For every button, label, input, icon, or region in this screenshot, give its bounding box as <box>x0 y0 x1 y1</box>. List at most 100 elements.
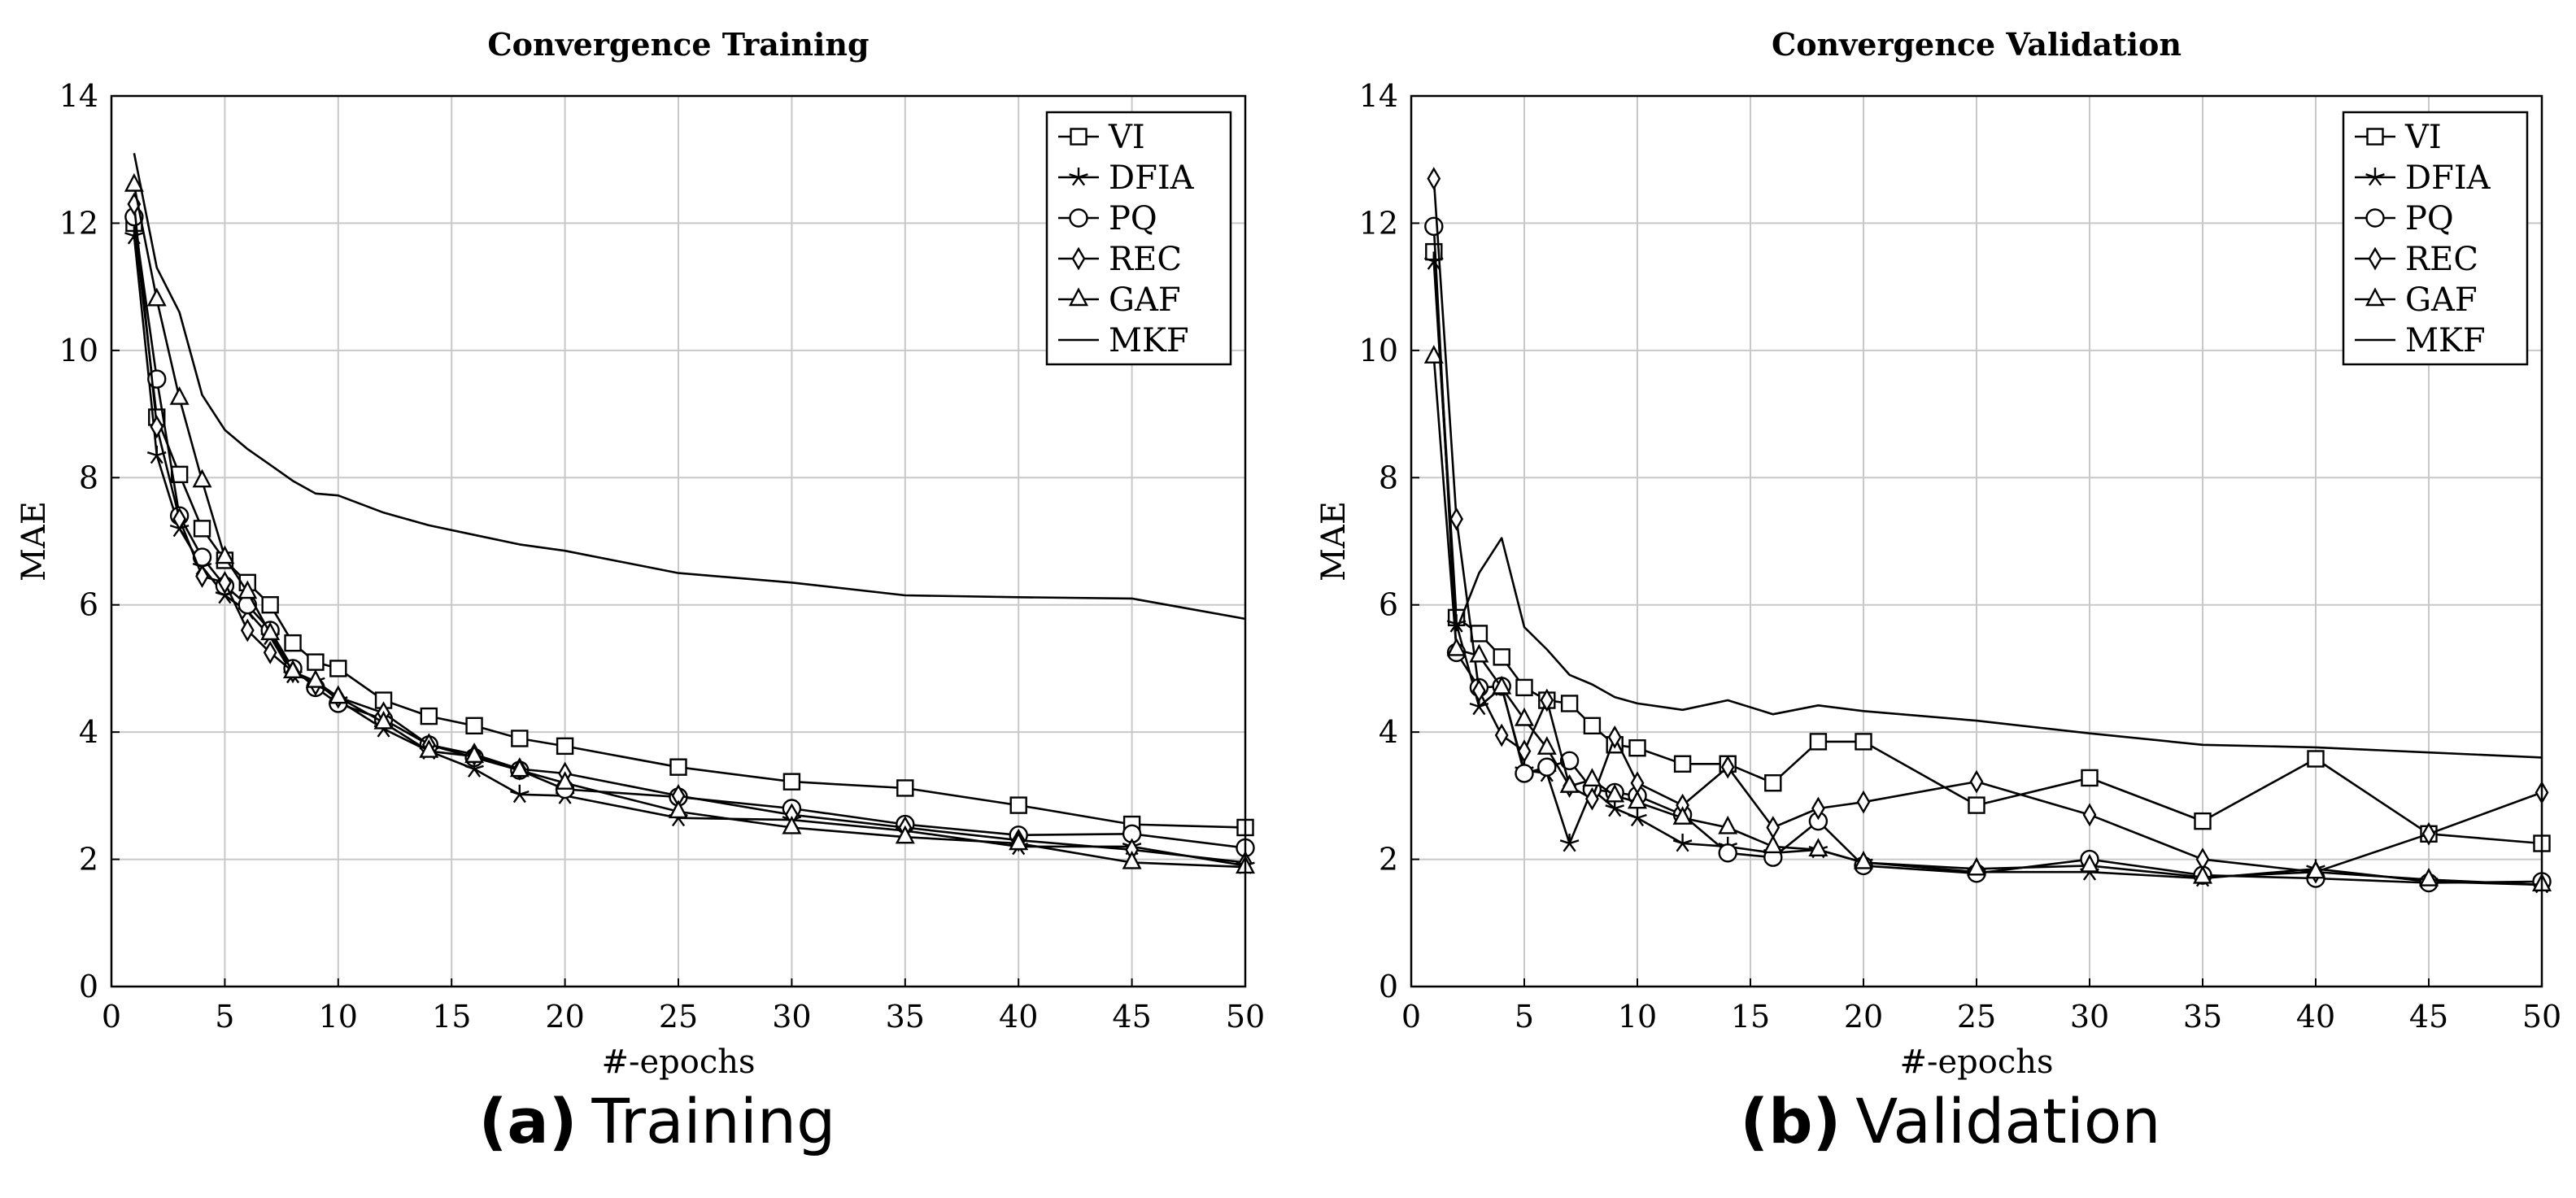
data-point-gaf <box>1582 768 1602 787</box>
data-point-gaf <box>192 468 212 488</box>
legend-label: PQ <box>1109 200 1157 237</box>
y-tick-label: 8 <box>79 460 98 495</box>
series-vi <box>125 214 1254 837</box>
chart-title: Convergence Training <box>487 26 869 63</box>
x-tick-label: 15 <box>1731 999 1770 1035</box>
data-point-dfia <box>1672 834 1693 852</box>
data-point-rec <box>195 564 209 588</box>
data-point-vi <box>1968 796 1985 814</box>
series-line-mkf <box>133 153 1246 621</box>
data-point-vi <box>669 758 687 776</box>
x-tick-label: 10 <box>1618 999 1657 1035</box>
data-point-gaf <box>555 771 575 790</box>
data-point-rec <box>1585 786 1599 811</box>
data-point-dfia <box>1605 799 1624 817</box>
data-point-rec <box>263 640 277 664</box>
chart-title: Convergence Validation <box>1772 26 2182 63</box>
data-point-vi <box>307 653 325 671</box>
y-tick-label: 4 <box>1379 714 1398 750</box>
legend-entry-dfia: DFIA <box>2355 159 2491 197</box>
caption-a: (a) Training <box>479 1085 836 1157</box>
data-point-rec <box>1427 167 1441 191</box>
data-point-rec <box>1540 688 1554 712</box>
series-mkf <box>133 153 1246 621</box>
data-point-gaf <box>215 545 235 564</box>
data-point-vi <box>284 634 302 652</box>
data-point-vi <box>1673 755 1692 773</box>
data-point-rec <box>1720 755 1735 779</box>
data-point-vi <box>1583 717 1602 735</box>
y-tick-label: 8 <box>1379 460 1398 495</box>
y-tick-label: 0 <box>1379 969 1398 1004</box>
legend-marker <box>2365 168 2385 186</box>
data-point-rec <box>218 570 232 595</box>
data-point-gaf <box>2080 853 2099 873</box>
y-tick-label: 2 <box>1379 842 1398 878</box>
data-point-gaf <box>283 660 303 679</box>
legend-marker <box>1069 208 1088 228</box>
legend-entry-mkf: MKF <box>2355 322 2486 359</box>
caption-b: (b) Validation <box>1740 1085 2160 1157</box>
x-tick-label: 50 <box>2522 999 2561 1035</box>
data-point-gaf <box>169 386 190 405</box>
data-point-gaf <box>146 287 167 307</box>
y-tick-label: 0 <box>79 969 98 1004</box>
data-point-rec <box>240 618 255 643</box>
y-tick-label: 10 <box>59 333 98 368</box>
legend-marker <box>1070 128 1087 146</box>
x-tick-label: 20 <box>545 999 584 1035</box>
data-point-gaf <box>2306 860 2325 879</box>
data-point-rec <box>1856 790 1871 814</box>
y-tick-label: 10 <box>1359 333 1398 368</box>
data-point-gaf <box>373 710 394 730</box>
legend-label: DFIA <box>2405 159 2491 197</box>
x-tick-label: 45 <box>2409 999 2448 1035</box>
series-line-mkf <box>1432 255 2543 759</box>
x-axis-label: #-epochs <box>601 1043 755 1081</box>
legend-label: MKF <box>1109 322 1189 359</box>
data-point-gaf <box>419 739 439 758</box>
data-point-vi <box>1809 733 1828 751</box>
data-point-vi <box>1493 648 1510 666</box>
data-point-vi <box>329 660 347 677</box>
data-point-gaf <box>260 621 281 641</box>
legend-label: MKF <box>2405 322 2486 359</box>
x-axis-label: #-epochs <box>1899 1043 2053 1081</box>
data-point-vi <box>261 596 279 614</box>
x-tick-label: 30 <box>772 999 811 1035</box>
data-point-rec <box>1517 739 1532 763</box>
x-tick-label: 25 <box>659 999 698 1035</box>
x-tick-label: 5 <box>215 999 234 1035</box>
data-point-gaf <box>1605 783 1625 803</box>
validation-chart: 0 5 10 15 20 25 30 35 40 45 50 0 2 4 6 8 10 12 14 Convergen… <box>1315 26 2561 1081</box>
data-point-dfia <box>510 784 530 804</box>
legend-label: REC <box>2405 241 2478 278</box>
data-point-vi <box>1855 733 1872 751</box>
legend-box <box>2342 111 2529 366</box>
legend-label: GAF <box>1109 281 1181 319</box>
data-point-pq <box>1718 843 1737 863</box>
y-tick-label: 12 <box>59 205 98 241</box>
legend-marker <box>1071 246 1086 271</box>
legend-entry-gaf: GAF <box>2355 281 2478 319</box>
legend-entry-pq: PQ <box>2355 200 2454 237</box>
data-point-dfia <box>146 445 167 464</box>
legend-label: GAF <box>2405 281 2478 319</box>
y-tick-label: 4 <box>79 714 98 750</box>
plot-frame <box>1410 94 2543 988</box>
legend-marker <box>2365 287 2385 307</box>
data-point-rec <box>1494 723 1509 747</box>
legend-entry-rec: REC <box>2355 241 2478 278</box>
y-tick-label: 6 <box>1379 587 1398 623</box>
data-point-dfia <box>1628 808 1647 827</box>
data-point-vi <box>1470 625 1489 643</box>
legend-marker <box>1069 287 1088 307</box>
data-point-rec <box>1472 678 1486 703</box>
data-point-gaf <box>1423 345 1444 364</box>
data-point-gaf <box>1122 850 1142 869</box>
data-point-pq <box>1515 764 1534 783</box>
data-point-gaf <box>464 744 485 764</box>
data-point-gaf <box>328 685 348 704</box>
